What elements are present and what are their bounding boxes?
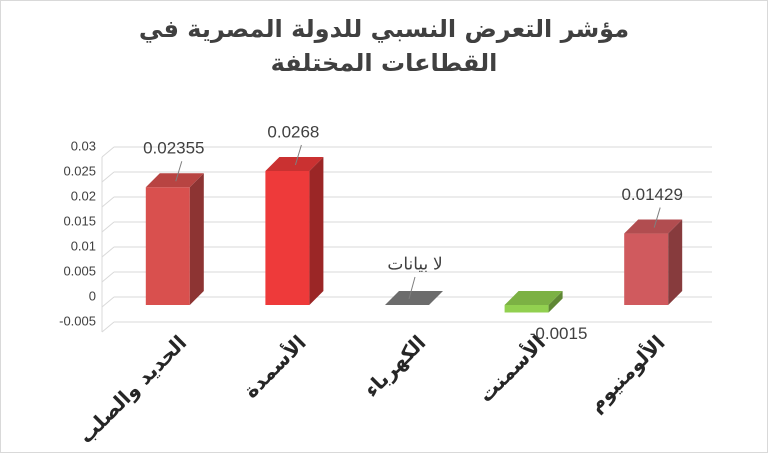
leader-line	[408, 276, 416, 300]
bar-top	[624, 219, 683, 234]
y-tick-label: 0.01	[71, 238, 96, 253]
leader-line	[653, 207, 661, 228]
bar-side	[548, 291, 563, 313]
value-label: 0.0268	[267, 122, 319, 141]
y-tick-label: 0.02	[71, 188, 96, 203]
value-label: 0.01429	[621, 185, 682, 204]
leader-line	[294, 144, 302, 166]
y-tick-label: -0.005	[59, 313, 96, 328]
bar-side	[189, 173, 204, 305]
y-tick-label: 0.005	[63, 263, 96, 278]
grid-line	[101, 221, 115, 233]
grid-line	[101, 171, 115, 183]
y-tick-label: 0	[89, 288, 96, 303]
bar-top	[504, 291, 563, 305]
y-tick-label: 0.03	[71, 138, 96, 153]
value-label: لا بيانات	[387, 254, 442, 273]
bar-front	[145, 187, 190, 305]
y-tick-label: 0.025	[63, 163, 96, 178]
grid-line	[101, 146, 115, 158]
bar-top	[385, 291, 443, 305]
grid-line	[101, 271, 115, 283]
grid-line	[101, 196, 115, 208]
bar-front	[265, 171, 310, 305]
bar-top	[145, 173, 204, 188]
leader-line	[175, 161, 183, 182]
bar-top	[265, 157, 324, 171]
grid-line	[101, 296, 115, 308]
grid-line	[101, 321, 115, 333]
bar-side	[668, 219, 683, 305]
value-label: -0.0015	[530, 324, 588, 343]
y-tick-label: 0.015	[63, 213, 96, 228]
title-box: مؤشر التعرض النسبي للدولة المصرية في الق…	[138, 15, 630, 77]
bar-front	[504, 305, 549, 313]
bar-side	[309, 157, 324, 305]
bar-front	[624, 233, 669, 305]
value-label: 0.02355	[143, 139, 204, 158]
grid-line	[101, 246, 115, 258]
chart-title: مؤشر التعرض النسبي للدولة المصرية في الق…	[138, 15, 630, 77]
